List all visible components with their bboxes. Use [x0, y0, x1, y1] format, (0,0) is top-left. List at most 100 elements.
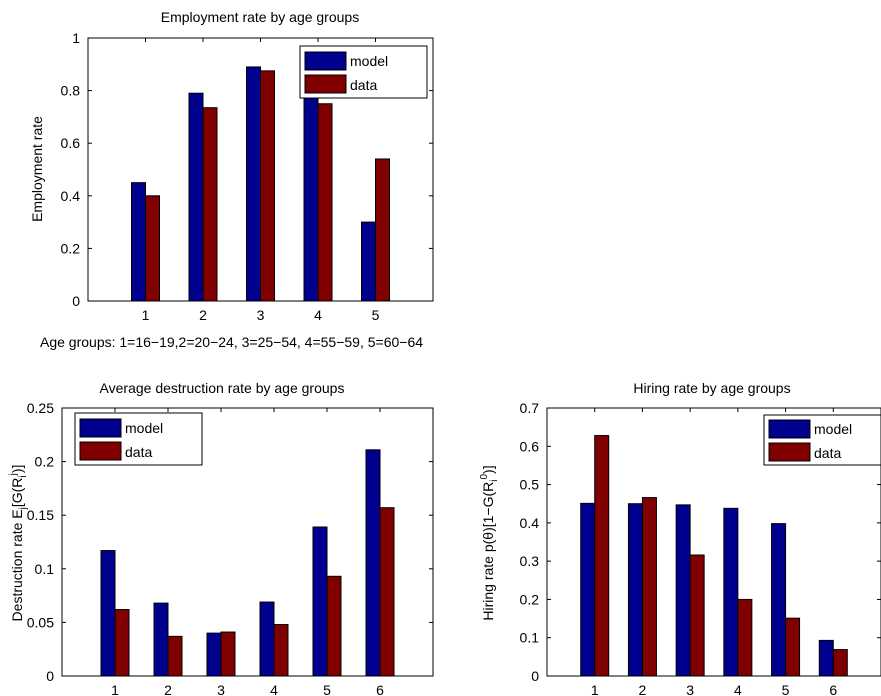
bar-model-6 — [818, 639, 834, 677]
legend-swatch-model — [768, 419, 811, 439]
bar-model-4 — [259, 601, 275, 677]
bar-model-3 — [675, 504, 691, 677]
bar-data-4 — [317, 103, 333, 302]
bar-data-1 — [114, 609, 130, 677]
x-tick-label: 4 — [270, 682, 278, 696]
y-tick-label: 0 — [72, 293, 80, 309]
x-tick-label: 2 — [199, 307, 207, 323]
plot-frame — [87, 37, 434, 302]
x-tick-label: 2 — [164, 682, 172, 696]
bar-data-4 — [737, 598, 753, 677]
legend: model data — [299, 45, 428, 99]
bar-model-4 — [723, 507, 739, 677]
x-tick-label: 4 — [314, 307, 322, 323]
y-axis-label: Hiring rate p(θ)[1−G(Ri0)] — [479, 465, 500, 620]
bar-model-1 — [131, 182, 146, 302]
legend-swatch-data — [79, 441, 122, 461]
bar-data-3 — [689, 554, 705, 677]
bar-data-1 — [145, 195, 160, 302]
legend-label-model: model — [350, 53, 388, 69]
legend-label-model: model — [814, 421, 852, 437]
legend: model data — [763, 414, 881, 466]
y-tick-label: 0.7 — [520, 400, 540, 416]
y-tick-label: 0.4 — [520, 515, 540, 531]
bar-model-5 — [361, 221, 376, 302]
x-tick-label: 5 — [372, 307, 380, 323]
bar-model-3 — [206, 632, 222, 677]
x-tick-label: 5 — [782, 682, 790, 696]
legend-swatch-model — [79, 418, 122, 438]
y-tick-label: 0.1 — [35, 561, 55, 577]
x-tick-label: 1 — [142, 307, 150, 323]
y-tick-label: 0.8 — [61, 83, 81, 99]
y-axis-label: Destruction rate Ej[G(Rij)] — [8, 465, 29, 622]
y-tick-label: 0.2 — [61, 240, 81, 256]
y-tick-label: 0.15 — [27, 507, 54, 523]
plot-frame — [546, 407, 881, 677]
x-tick-label: 3 — [257, 307, 265, 323]
bar-data-3 — [220, 631, 236, 677]
y-tick-label: 0.2 — [35, 454, 55, 470]
x-tick-label: 1 — [111, 682, 119, 696]
bar-data-2 — [202, 107, 218, 302]
bar-data-2 — [641, 497, 657, 677]
y-tick-label: 0.4 — [61, 188, 81, 204]
bar-model-2 — [153, 602, 169, 677]
bar-data-3 — [260, 70, 275, 302]
bar-model-2 — [627, 503, 643, 677]
chart-destruction: Average destruction rate by age groups D… — [8, 380, 434, 696]
x-tick-label: 6 — [376, 682, 384, 696]
legend-label-model: model — [125, 420, 163, 436]
x-axis-label: Age groups: 1=16−19,2=20−24, 3=25−54, 4=… — [40, 334, 423, 350]
bar-data-5 — [375, 158, 390, 302]
y-tick-label: 1 — [72, 30, 80, 46]
x-tick-label: 4 — [734, 682, 742, 696]
chart-title: Hiring rate by age groups — [633, 380, 790, 396]
bar-model-2 — [188, 92, 204, 302]
y-tick-label: 0.25 — [27, 400, 54, 416]
chart-employment: Employment rate by age groups Employment… — [29, 9, 434, 350]
bar-model-5 — [312, 526, 328, 677]
bar-data-5 — [785, 617, 801, 677]
bar-data-2 — [167, 635, 183, 677]
y-tick-label: 0.6 — [520, 438, 540, 454]
y-tick-label: 0 — [531, 668, 539, 684]
plot-frame — [61, 407, 434, 677]
x-tick-label: 5 — [323, 682, 331, 696]
bar-data-5 — [326, 575, 342, 677]
x-tick-label: 3 — [217, 682, 225, 696]
legend-swatch-data — [304, 74, 347, 94]
x-tick-label: 6 — [829, 682, 837, 696]
y-tick-label: 0.2 — [520, 591, 540, 607]
chart-hiring: Hiring rate by age groups Hiring rate p(… — [479, 380, 881, 696]
legend-swatch-data — [768, 442, 811, 462]
chart-title: Employment rate by age groups — [161, 9, 359, 25]
legend-label-data: data — [125, 444, 152, 460]
chart-title: Average destruction rate by age groups — [100, 380, 345, 396]
y-axis-label: Employment rate — [29, 116, 45, 222]
legend: model data — [74, 412, 203, 466]
bar-model-3 — [246, 66, 261, 302]
y-tick-label: 0.6 — [61, 135, 81, 151]
legend-label-data: data — [350, 77, 377, 93]
bar-data-6 — [379, 507, 395, 677]
bar-data-1 — [594, 435, 610, 677]
y-tick-label: 0.1 — [520, 630, 540, 646]
bar-model-5 — [771, 523, 787, 677]
y-tick-label: 0.5 — [520, 477, 540, 493]
bar-model-1 — [580, 502, 596, 677]
legend-swatch-model — [304, 51, 347, 71]
bar-model-4 — [303, 92, 319, 302]
x-tick-label: 1 — [591, 682, 599, 696]
bar-model-6 — [365, 449, 381, 677]
legend-label-data: data — [814, 445, 841, 461]
x-tick-label: 2 — [639, 682, 647, 696]
y-tick-label: 0.3 — [520, 553, 540, 569]
bar-data-4 — [273, 624, 289, 677]
y-tick-label: 0 — [46, 668, 54, 684]
bar-data-6 — [832, 649, 848, 677]
x-tick-label: 3 — [686, 682, 694, 696]
bar-model-1 — [100, 550, 116, 677]
y-tick-label: 0.05 — [27, 614, 54, 630]
